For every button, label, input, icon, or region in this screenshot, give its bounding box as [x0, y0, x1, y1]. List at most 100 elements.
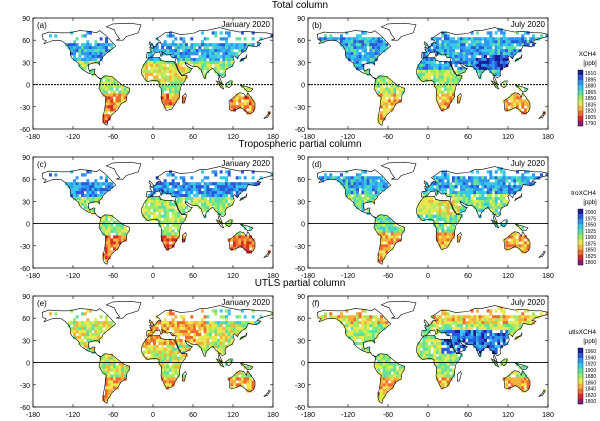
methane-cell: [198, 327, 202, 331]
methane-cell: [225, 327, 228, 331]
methane-cell: [462, 208, 466, 213]
colorbar-tick-label: 1910: [585, 71, 596, 77]
methane-cell: [241, 185, 244, 189]
methane-cell: [187, 333, 191, 337]
methane-cell: [246, 87, 250, 91]
methane-cell: [121, 84, 124, 88]
methane-cell: [433, 46, 437, 50]
methane-cell: [452, 217, 455, 221]
coastline-australia: [503, 370, 531, 392]
methane-cell: [161, 347, 164, 352]
methane-cell: [348, 188, 351, 192]
methane-cell: [233, 188, 236, 192]
methane-cell: [169, 63, 172, 68]
methane-cell: [518, 380, 522, 384]
methane-cell: [372, 182, 375, 186]
methane-cell: [372, 55, 375, 59]
methane-cell: [169, 93, 172, 97]
methane-cell: [356, 66, 359, 71]
methane-cell: [388, 365, 391, 369]
methane-cell: [206, 63, 210, 68]
methane-cell: [75, 196, 79, 201]
methane-cell: [470, 196, 474, 201]
methane-cell: [478, 49, 482, 53]
methane-cell: [516, 37, 519, 41]
methane-cell: [105, 99, 108, 103]
methane-cell: [500, 63, 503, 68]
methane-cell: [494, 199, 498, 204]
methane-cell: [433, 49, 437, 53]
methane-cell: [486, 60, 490, 65]
methane-cell: [171, 81, 175, 85]
methane-cell: [243, 43, 247, 47]
methane-cell: [513, 235, 517, 239]
methane-cell: [89, 333, 92, 337]
methane-cell: [369, 49, 373, 53]
methane-cell: [457, 46, 461, 50]
methane-cell: [321, 179, 325, 183]
methane-cell: [107, 386, 111, 390]
methane-cell: [145, 338, 148, 343]
methane-cell: [158, 72, 162, 77]
methane-cell: [222, 60, 226, 65]
methane-cell: [91, 321, 95, 325]
methane-cell: [526, 247, 530, 251]
methane-cell: [251, 31, 255, 35]
methane-cell: [489, 309, 493, 313]
methane-cell: [230, 238, 234, 242]
methane-cell: [118, 235, 122, 239]
methane-cell: [441, 102, 445, 106]
methane-cell: [430, 57, 434, 62]
methane-cell: [452, 214, 455, 218]
colorbar-swatch: [578, 353, 583, 359]
methane-cell: [422, 75, 426, 79]
methane-cell: [243, 108, 247, 112]
methane-cell: [254, 321, 258, 325]
methane-cell: [497, 69, 501, 74]
methane-cell: [225, 66, 228, 71]
methane-cell: [348, 191, 351, 195]
methane-cell: [163, 226, 167, 230]
methane-cell: [227, 359, 231, 363]
methane-cell: [222, 182, 226, 186]
methane-cell: [420, 199, 423, 204]
methane-cell: [526, 244, 530, 248]
methane-cell: [49, 34, 52, 38]
methane-cell: [358, 176, 362, 180]
methane-cell: [454, 330, 458, 334]
methane-cell: [185, 330, 188, 334]
methane-cell: [489, 31, 493, 35]
methane-cell: [99, 78, 103, 82]
methane-cell: [529, 40, 533, 44]
methane-cell: [86, 194, 90, 198]
methane-cell: [198, 333, 202, 337]
methane-cell: [217, 188, 220, 192]
methane-cell: [233, 99, 236, 103]
methane-cell: [195, 321, 199, 325]
methane-cell: [524, 182, 527, 186]
methane-cell: [454, 69, 458, 74]
methane-cell: [219, 324, 223, 328]
methane-cell: [147, 205, 151, 210]
y-tick-label: 0: [301, 361, 305, 368]
colorbar-swatch: [578, 80, 583, 86]
methane-cell: [430, 205, 434, 210]
methane-cell: [438, 81, 442, 85]
methane-cell: [198, 49, 202, 53]
methane-cell: [107, 84, 111, 88]
methane-cell: [388, 229, 391, 233]
methane-cell: [99, 362, 103, 366]
methane-cell: [169, 235, 172, 239]
methane-cell: [150, 347, 154, 352]
coastlines: [41, 22, 273, 126]
methane-cell: [147, 55, 151, 59]
methane-cell: [185, 43, 188, 47]
methane-cell: [171, 66, 175, 71]
methane-cell: [441, 338, 445, 343]
methane-cell: [105, 244, 108, 248]
methane-cell: [454, 315, 458, 319]
methane-cell: [452, 196, 455, 201]
methane-cell: [478, 179, 482, 183]
coastline-japan: [239, 332, 248, 340]
methane-cell: [177, 75, 180, 79]
